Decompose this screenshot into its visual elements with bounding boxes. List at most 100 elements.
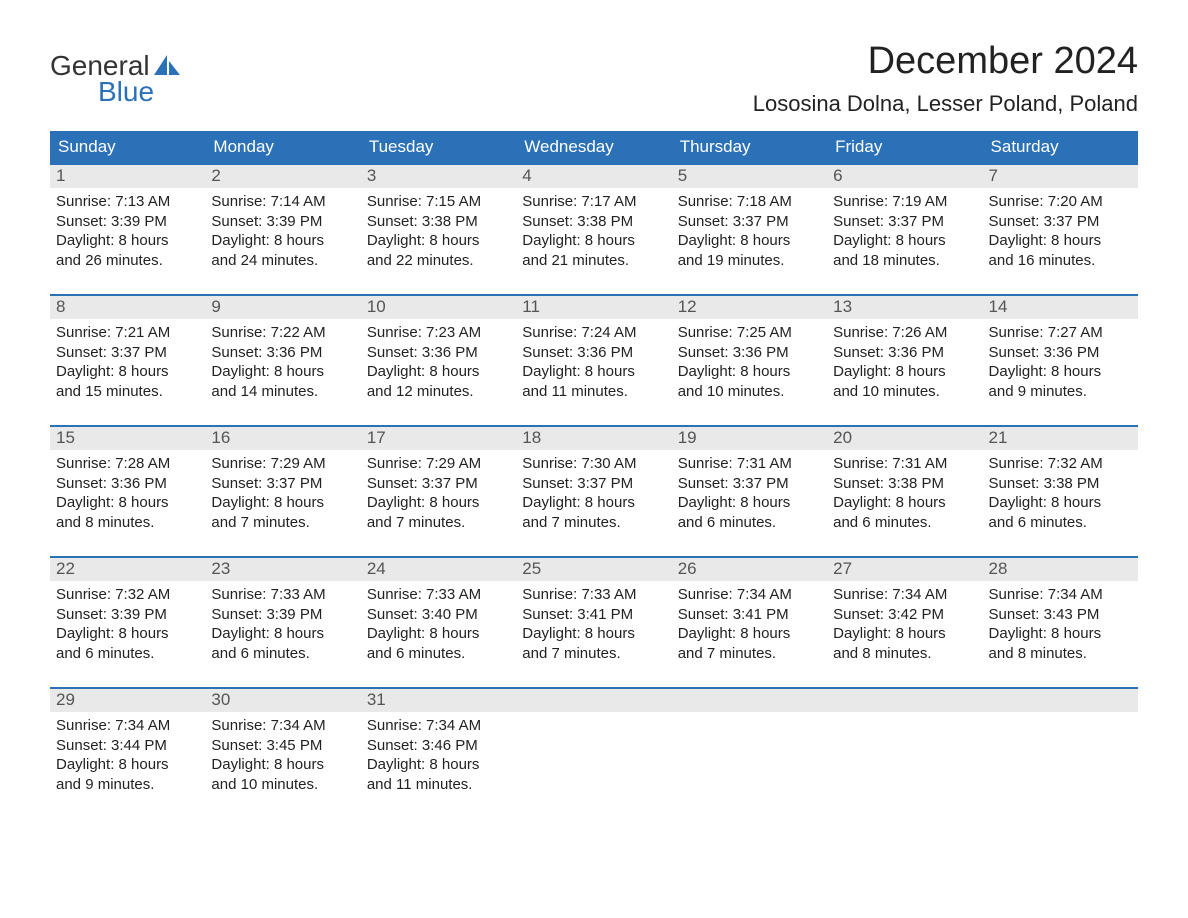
daylight-line2: and 10 minutes.: [678, 382, 821, 402]
sunset-text: Sunset: 3:37 PM: [211, 474, 354, 494]
day-number: 6: [827, 165, 982, 188]
daybody-row: Sunrise: 7:28 AMSunset: 3:36 PMDaylight:…: [50, 450, 1138, 538]
sunset-text: Sunset: 3:40 PM: [367, 605, 510, 625]
day-number: 20: [827, 427, 982, 450]
day-cell: Sunrise: 7:33 AMSunset: 3:40 PMDaylight:…: [361, 581, 516, 669]
sunset-text: Sunset: 3:37 PM: [522, 474, 665, 494]
day-number: 12: [672, 296, 827, 319]
sunset-text: Sunset: 3:39 PM: [211, 212, 354, 232]
day-cell: [827, 712, 982, 800]
brand-logo: General Blue: [50, 40, 180, 108]
sunrise-text: Sunrise: 7:32 AM: [989, 454, 1132, 474]
daynum-row: 15161718192021: [50, 427, 1138, 450]
sunrise-text: Sunrise: 7:32 AM: [56, 585, 199, 605]
day-number: 18: [516, 427, 671, 450]
day-cell: Sunrise: 7:15 AMSunset: 3:38 PMDaylight:…: [361, 188, 516, 276]
logo-text-blue: Blue: [98, 76, 154, 108]
sunset-text: Sunset: 3:37 PM: [56, 343, 199, 363]
daylight-line1: Daylight: 8 hours: [989, 362, 1132, 382]
daylight-line1: Daylight: 8 hours: [367, 362, 510, 382]
sunset-text: Sunset: 3:45 PM: [211, 736, 354, 756]
daylight-line1: Daylight: 8 hours: [211, 624, 354, 644]
sunset-text: Sunset: 3:43 PM: [989, 605, 1132, 625]
day-number: 3: [361, 165, 516, 188]
sunrise-text: Sunrise: 7:29 AM: [367, 454, 510, 474]
daylight-line2: and 14 minutes.: [211, 382, 354, 402]
daylight-line1: Daylight: 8 hours: [678, 493, 821, 513]
daylight-line2: and 11 minutes.: [367, 775, 510, 795]
day-cell: Sunrise: 7:19 AMSunset: 3:37 PMDaylight:…: [827, 188, 982, 276]
weekday-thursday: Thursday: [672, 131, 827, 163]
daylight-line2: and 15 minutes.: [56, 382, 199, 402]
daylight-line2: and 6 minutes.: [678, 513, 821, 533]
sunrise-text: Sunrise: 7:19 AM: [833, 192, 976, 212]
day-number: 31: [361, 689, 516, 712]
day-cell: Sunrise: 7:13 AMSunset: 3:39 PMDaylight:…: [50, 188, 205, 276]
sunrise-text: Sunrise: 7:23 AM: [367, 323, 510, 343]
sunset-text: Sunset: 3:39 PM: [211, 605, 354, 625]
daylight-line1: Daylight: 8 hours: [367, 755, 510, 775]
day-cell: Sunrise: 7:27 AMSunset: 3:36 PMDaylight:…: [983, 319, 1138, 407]
daylight-line2: and 11 minutes.: [522, 382, 665, 402]
daybody-row: Sunrise: 7:13 AMSunset: 3:39 PMDaylight:…: [50, 188, 1138, 276]
day-cell: Sunrise: 7:26 AMSunset: 3:36 PMDaylight:…: [827, 319, 982, 407]
day-number: 25: [516, 558, 671, 581]
daylight-line2: and 8 minutes.: [56, 513, 199, 533]
daylight-line1: Daylight: 8 hours: [56, 493, 199, 513]
weekday-monday: Monday: [205, 131, 360, 163]
day-number: 29: [50, 689, 205, 712]
weekday-tuesday: Tuesday: [361, 131, 516, 163]
sunrise-text: Sunrise: 7:14 AM: [211, 192, 354, 212]
sunset-text: Sunset: 3:39 PM: [56, 212, 199, 232]
daylight-line1: Daylight: 8 hours: [367, 231, 510, 251]
sunset-text: Sunset: 3:38 PM: [367, 212, 510, 232]
daylight-line1: Daylight: 8 hours: [989, 493, 1132, 513]
sunrise-text: Sunrise: 7:31 AM: [833, 454, 976, 474]
location: Lososina Dolna, Lesser Poland, Poland: [753, 91, 1138, 117]
day-number: 1: [50, 165, 205, 188]
daylight-line1: Daylight: 8 hours: [211, 231, 354, 251]
daynum-row: 891011121314: [50, 296, 1138, 319]
sunrise-text: Sunrise: 7:15 AM: [367, 192, 510, 212]
day-cell: Sunrise: 7:23 AMSunset: 3:36 PMDaylight:…: [361, 319, 516, 407]
daylight-line1: Daylight: 8 hours: [833, 362, 976, 382]
sunset-text: Sunset: 3:36 PM: [56, 474, 199, 494]
day-number: 16: [205, 427, 360, 450]
daylight-line2: and 7 minutes.: [522, 513, 665, 533]
sunset-text: Sunset: 3:37 PM: [833, 212, 976, 232]
daynum-row: 293031: [50, 689, 1138, 712]
daylight-line2: and 6 minutes.: [56, 644, 199, 664]
sunrise-text: Sunrise: 7:13 AM: [56, 192, 199, 212]
sunset-text: Sunset: 3:39 PM: [56, 605, 199, 625]
daybody-row: Sunrise: 7:32 AMSunset: 3:39 PMDaylight:…: [50, 581, 1138, 669]
day-cell: Sunrise: 7:17 AMSunset: 3:38 PMDaylight:…: [516, 188, 671, 276]
daylight-line2: and 22 minutes.: [367, 251, 510, 271]
day-cell: Sunrise: 7:33 AMSunset: 3:39 PMDaylight:…: [205, 581, 360, 669]
sunrise-text: Sunrise: 7:34 AM: [678, 585, 821, 605]
calendar-week: 1234567Sunrise: 7:13 AMSunset: 3:39 PMDa…: [50, 163, 1138, 276]
sunrise-text: Sunrise: 7:27 AM: [989, 323, 1132, 343]
day-cell: Sunrise: 7:34 AMSunset: 3:41 PMDaylight:…: [672, 581, 827, 669]
day-number: 19: [672, 427, 827, 450]
daylight-line2: and 6 minutes.: [367, 644, 510, 664]
day-number: 23: [205, 558, 360, 581]
sunset-text: Sunset: 3:37 PM: [678, 212, 821, 232]
daybody-row: Sunrise: 7:34 AMSunset: 3:44 PMDaylight:…: [50, 712, 1138, 800]
day-cell: Sunrise: 7:29 AMSunset: 3:37 PMDaylight:…: [361, 450, 516, 538]
sunrise-text: Sunrise: 7:24 AM: [522, 323, 665, 343]
daylight-line2: and 6 minutes.: [989, 513, 1132, 533]
daylight-line1: Daylight: 8 hours: [211, 493, 354, 513]
daylight-line1: Daylight: 8 hours: [367, 624, 510, 644]
sunset-text: Sunset: 3:44 PM: [56, 736, 199, 756]
day-cell: Sunrise: 7:29 AMSunset: 3:37 PMDaylight:…: [205, 450, 360, 538]
day-cell: [516, 712, 671, 800]
day-number: 27: [827, 558, 982, 581]
daylight-line1: Daylight: 8 hours: [522, 493, 665, 513]
day-number: 4: [516, 165, 671, 188]
daylight-line2: and 7 minutes.: [522, 644, 665, 664]
calendar-week: 293031Sunrise: 7:34 AMSunset: 3:44 PMDay…: [50, 687, 1138, 800]
daylight-line1: Daylight: 8 hours: [522, 624, 665, 644]
day-number: 28: [983, 558, 1138, 581]
day-number: 15: [50, 427, 205, 450]
day-cell: Sunrise: 7:34 AMSunset: 3:44 PMDaylight:…: [50, 712, 205, 800]
